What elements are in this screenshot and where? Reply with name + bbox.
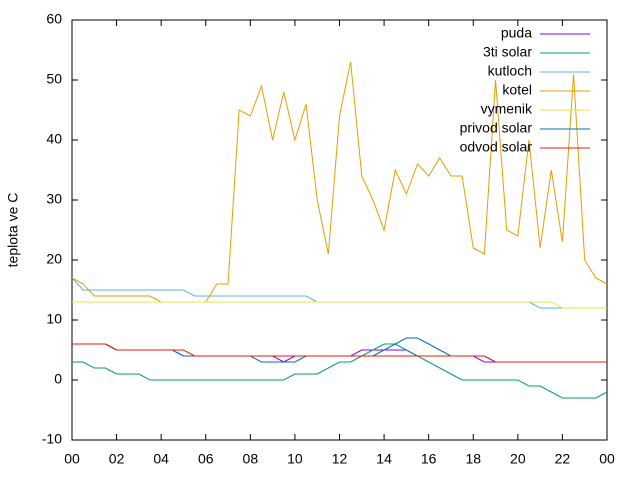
legend-label: kutloch: [488, 63, 532, 79]
x-tick-label: 02: [109, 451, 125, 467]
y-axis-label: teplota ve C: [5, 193, 21, 268]
y-tick-label: 60: [46, 11, 62, 27]
x-tick-label: 18: [465, 451, 481, 467]
x-tick-label: 00: [599, 451, 615, 467]
x-tick-label: 12: [332, 451, 348, 467]
series-line: [71, 61, 608, 303]
legend-label: kotel: [502, 82, 532, 98]
x-tick-label: 04: [153, 451, 169, 467]
legend-label: vymenik: [481, 101, 533, 117]
y-tick-label: 40: [46, 131, 62, 147]
x-tick-label: 00: [64, 451, 80, 467]
x-tick-label: 14: [376, 451, 392, 467]
x-tick-label: 06: [198, 451, 214, 467]
y-tick-label: 30: [46, 191, 62, 207]
y-tick-label: 10: [46, 311, 62, 327]
y-tick-label: 50: [46, 71, 62, 87]
legend-label: 3ti solar: [483, 44, 532, 60]
series-line: [72, 343, 607, 363]
x-tick-label: 08: [243, 451, 259, 467]
series-line: [71, 277, 607, 309]
legend-label: puda: [501, 25, 532, 41]
series-line: [72, 301, 607, 309]
x-tick-label: 20: [510, 451, 526, 467]
series-line: [72, 343, 608, 399]
y-tick-label: 20: [46, 251, 62, 267]
x-tick-label: 16: [421, 451, 437, 467]
legend-label: odvod solar: [460, 139, 533, 155]
y-tick-label: 0: [54, 371, 62, 387]
x-tick-label: 10: [287, 451, 303, 467]
x-tick-label: 22: [555, 451, 571, 467]
legend-label: privod solar: [460, 120, 533, 136]
y-tick-label: -10: [42, 431, 62, 447]
series-line: [72, 343, 607, 363]
